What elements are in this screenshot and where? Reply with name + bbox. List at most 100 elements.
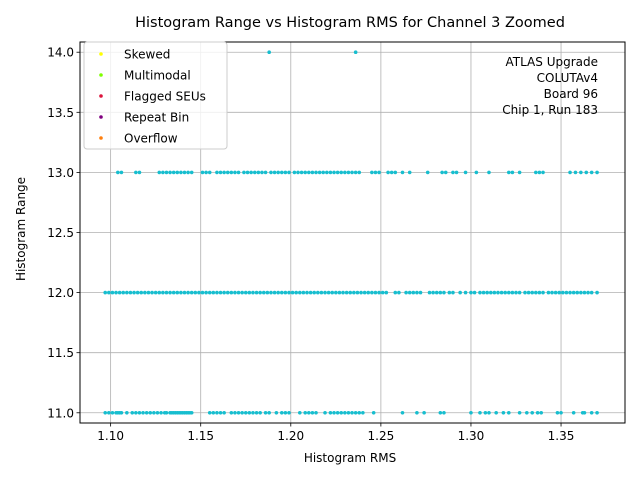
data-point bbox=[272, 290, 277, 295]
x-tick-label: 1.35 bbox=[548, 429, 575, 443]
data-point bbox=[152, 410, 156, 415]
data-point bbox=[263, 410, 268, 415]
data-point bbox=[298, 290, 302, 295]
legend-box bbox=[83, 41, 228, 150]
x-tick-label: 1.15 bbox=[187, 429, 214, 443]
data-point bbox=[494, 410, 498, 415]
data-point bbox=[107, 290, 111, 295]
data-point bbox=[384, 290, 389, 295]
data-point bbox=[245, 170, 250, 175]
data-point bbox=[458, 290, 462, 295]
data-point bbox=[472, 290, 477, 295]
data-point bbox=[207, 410, 212, 415]
data-point bbox=[283, 170, 288, 175]
data-point bbox=[537, 170, 542, 175]
data-point bbox=[135, 290, 140, 295]
data-point bbox=[589, 170, 594, 175]
data-point bbox=[159, 410, 163, 415]
data-point bbox=[463, 290, 468, 295]
data-point bbox=[222, 410, 226, 415]
y-tick-label: 12.5 bbox=[47, 226, 74, 240]
data-point bbox=[353, 50, 358, 55]
y-tick-label: 14.0 bbox=[47, 46, 74, 60]
data-point bbox=[335, 170, 340, 175]
data-point bbox=[204, 290, 208, 295]
data-point bbox=[328, 410, 333, 415]
data-point bbox=[197, 290, 201, 295]
data-point bbox=[164, 290, 169, 295]
data-point bbox=[393, 290, 398, 295]
data-point bbox=[283, 290, 288, 295]
data-point bbox=[247, 410, 252, 415]
data-point bbox=[276, 170, 280, 175]
data-point bbox=[121, 290, 126, 295]
data-point bbox=[357, 410, 362, 415]
data-point bbox=[373, 170, 378, 175]
data-point bbox=[330, 290, 335, 295]
data-point bbox=[425, 170, 430, 175]
data-point bbox=[586, 290, 590, 295]
data-point bbox=[139, 290, 144, 295]
data-point bbox=[225, 290, 230, 295]
data-point bbox=[539, 410, 544, 415]
data-point bbox=[215, 170, 219, 175]
data-point bbox=[534, 290, 538, 295]
data-point bbox=[579, 290, 583, 295]
data-point bbox=[200, 290, 205, 295]
data-point bbox=[272, 170, 277, 175]
data-point bbox=[469, 410, 473, 415]
chart-title: Histogram Range vs Histogram RMS for Cha… bbox=[135, 15, 565, 31]
data-point bbox=[422, 410, 426, 415]
data-point bbox=[258, 290, 262, 295]
y-tick-label: 13.5 bbox=[47, 106, 74, 120]
data-point bbox=[350, 410, 354, 415]
data-point bbox=[427, 290, 432, 295]
data-point bbox=[555, 410, 560, 415]
y-tick-label: 12.0 bbox=[47, 286, 74, 300]
data-point bbox=[589, 290, 594, 295]
data-point bbox=[595, 170, 599, 175]
data-point bbox=[371, 410, 376, 415]
data-point bbox=[366, 290, 371, 295]
data-point bbox=[499, 290, 504, 295]
data-point bbox=[218, 410, 223, 415]
legend: Skewed Multimodal Flagged SEUs Repeat Bin Ov… bbox=[83, 41, 228, 150]
data-point bbox=[530, 290, 535, 295]
data-point bbox=[157, 290, 162, 295]
data-point bbox=[215, 290, 219, 295]
data-point bbox=[517, 290, 522, 295]
data-point bbox=[225, 170, 230, 175]
data-point bbox=[164, 170, 169, 175]
data-point bbox=[236, 410, 241, 415]
data-point bbox=[267, 410, 271, 415]
data-point bbox=[204, 170, 208, 175]
data-point bbox=[348, 290, 353, 295]
data-point bbox=[164, 410, 169, 415]
data-point bbox=[294, 290, 298, 295]
data-point bbox=[400, 410, 405, 415]
data-point bbox=[517, 170, 522, 175]
data-point bbox=[400, 170, 405, 175]
data-point bbox=[407, 170, 412, 175]
data-point bbox=[143, 290, 147, 295]
data-point bbox=[307, 410, 311, 415]
data-point bbox=[287, 170, 291, 175]
data-point bbox=[415, 410, 419, 415]
x-axis-label: Histogram RMS bbox=[304, 451, 396, 465]
data-point bbox=[211, 410, 216, 415]
data-point bbox=[243, 410, 248, 415]
x-tick-label: 1.30 bbox=[458, 429, 485, 443]
data-point bbox=[189, 290, 194, 295]
legend-marker bbox=[99, 94, 103, 98]
data-point bbox=[346, 170, 351, 175]
data-point bbox=[303, 410, 308, 415]
data-point bbox=[200, 170, 205, 175]
data-point bbox=[207, 290, 212, 295]
data-point bbox=[186, 290, 190, 295]
data-point bbox=[415, 290, 419, 295]
data-point bbox=[487, 170, 491, 175]
data-point bbox=[153, 290, 158, 295]
data-point bbox=[582, 410, 587, 415]
data-point bbox=[254, 290, 259, 295]
data-point bbox=[561, 290, 565, 295]
